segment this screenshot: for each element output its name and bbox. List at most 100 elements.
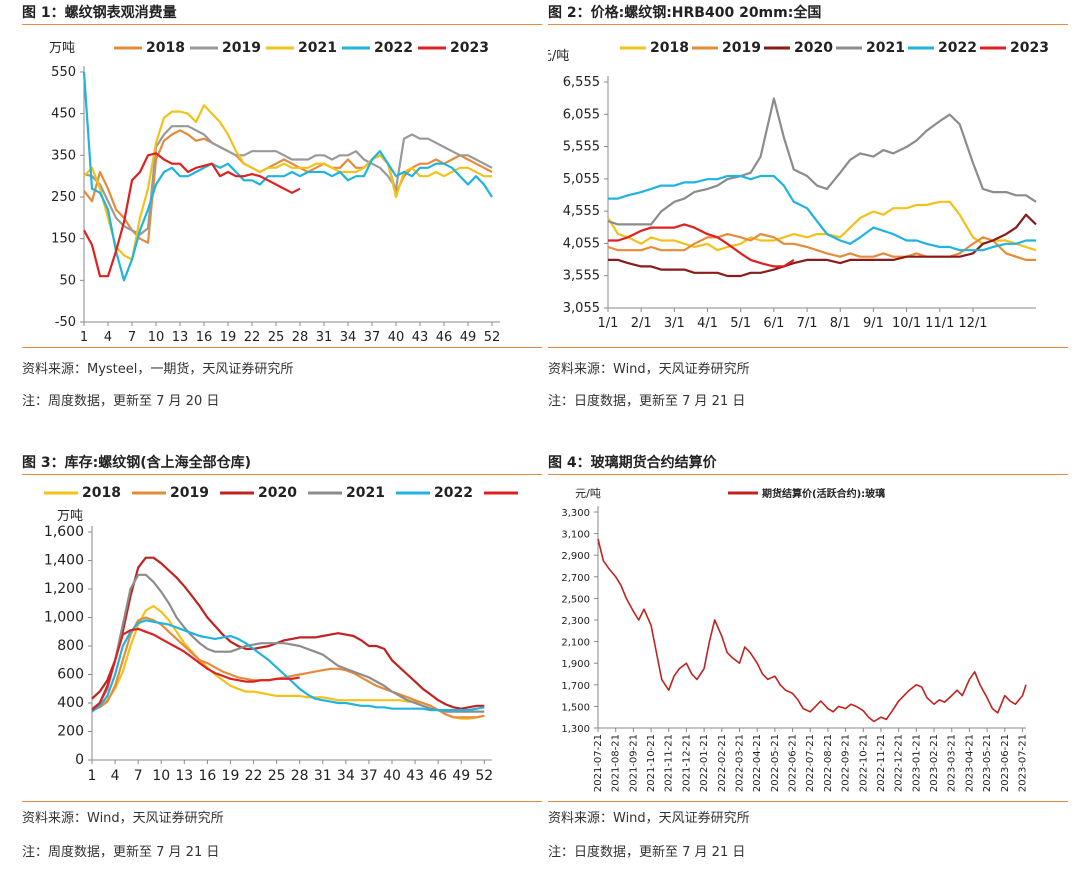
update-note: 注：周度数据，更新至 7 月 21 日 xyxy=(22,845,220,860)
x-tick-label: 2022-11-21 xyxy=(876,734,887,792)
legend-label: 2018 xyxy=(650,40,689,56)
x-tick-label: 28 xyxy=(292,330,309,344)
y-tick-label: 5,055 xyxy=(563,172,600,187)
x-tick-label: 2023-05-21 xyxy=(982,734,993,792)
x-tick-label: 2022-08-21 xyxy=(823,734,834,792)
legend-label: 2021 xyxy=(298,40,337,56)
chart-title: 图 2：价格:螺纹钢:HRB400 20mm:全国 xyxy=(548,5,822,21)
y-tick-label: 4,555 xyxy=(563,204,600,219)
x-tick-label: 2022-05-21 xyxy=(770,734,781,792)
x-tick-label: 2022-03-21 xyxy=(734,734,745,792)
y-tick-label: 800 xyxy=(57,638,84,654)
y-tick-label: 350 xyxy=(51,148,76,163)
y-tick-label: 550 xyxy=(51,65,76,80)
x-tick-label: 31 xyxy=(316,330,333,344)
series-line-2021 xyxy=(83,104,492,261)
x-tick-label: 52 xyxy=(475,768,493,784)
x-tick-label: 46 xyxy=(429,768,447,784)
x-tick-label: 10/1 xyxy=(892,316,921,331)
y-tick-label: 250 xyxy=(51,190,76,205)
x-tick-label: 40 xyxy=(383,768,401,784)
divider xyxy=(22,801,542,802)
x-tick-label: 34 xyxy=(337,768,355,784)
x-tick-label: 2023-03-21 xyxy=(947,734,958,792)
series-line-2018 xyxy=(607,200,1037,252)
y-tick-label: 1,600 xyxy=(44,524,84,540)
x-tick-label: 2022-10-21 xyxy=(858,734,869,792)
legend-label: 2019 xyxy=(222,40,261,56)
x-tick-label: 52 xyxy=(484,330,501,344)
x-tick-label: 2021-11-21 xyxy=(664,734,675,792)
x-tick-label: 19 xyxy=(220,330,237,344)
x-tick-label: 2021-09-21 xyxy=(628,734,639,792)
x-tick-label: 1/1 xyxy=(598,316,619,331)
x-tick-label: 4/1 xyxy=(697,316,718,331)
chart-title: 图 3：库存:螺纹钢(含上海全部仓库) xyxy=(22,455,252,471)
y-tick-label: 1,200 xyxy=(44,581,84,597)
chart-price: 3,055 3,555 4,055 4,555 5,055 5,555 6,055 6,555… xyxy=(548,40,1049,331)
series-line-期货结算价(活跃合约):玻璃 xyxy=(597,538,1027,723)
update-note: 注：周度数据，更新至 7 月 20 日 xyxy=(22,394,220,409)
x-tick-label: 40 xyxy=(388,330,405,344)
y-tick-label: 3,055 xyxy=(563,301,600,316)
x-tick-label: 2023-07-21 xyxy=(1017,734,1028,792)
x-tick-label: 2023-04-21 xyxy=(964,734,975,792)
source-note: 资料来源：Wind，天风证券研究所 xyxy=(548,362,750,377)
y-tick-label: 4,055 xyxy=(563,236,600,251)
x-tick-label: 31 xyxy=(314,768,332,784)
y-tick-label: 600 xyxy=(57,667,84,683)
unit-label: 元/吨 xyxy=(548,49,569,64)
panel-rebar-inventory: 图 3：库存:螺纹钢(含上海全部仓库) 0 200 400 600 800 1,000 1,… xyxy=(22,452,542,872)
legend-label: 2020 xyxy=(258,485,297,501)
x-tick-label: 2021-08-21 xyxy=(611,734,622,792)
x-tick-label: 46 xyxy=(436,330,453,344)
y-tick-label: 1,300 xyxy=(561,724,590,735)
series-line-2021 xyxy=(91,573,485,713)
divider xyxy=(548,474,1068,475)
legend-label: 2022 xyxy=(938,40,977,56)
divider xyxy=(548,347,1068,348)
x-tick-label: 22 xyxy=(245,768,263,784)
x-tick-label: 13 xyxy=(172,330,189,344)
x-tick-label: 16 xyxy=(198,768,216,784)
y-tick-label: 150 xyxy=(51,232,76,247)
x-tick-label: 8/1 xyxy=(830,316,851,331)
series-line-2020 xyxy=(91,556,485,710)
chart-consumption: -50 50 150 250 350 450 550 1 4 7 10 13 16 19 22 25 28 31 3… xyxy=(49,40,501,344)
series-line-2018 xyxy=(91,605,485,720)
legend-label: 2020 xyxy=(794,40,833,56)
y-tick-label: -50 xyxy=(55,315,76,330)
x-tick-label: 37 xyxy=(360,768,378,784)
y-tick-label: 2,900 xyxy=(561,551,590,562)
unit-label: 万吨 xyxy=(49,41,75,56)
x-tick-label: 49 xyxy=(452,768,470,784)
x-tick-label: 2022-07-21 xyxy=(805,734,816,792)
x-tick-label: 2022-04-21 xyxy=(752,734,763,792)
x-tick-label: 2022-06-21 xyxy=(788,734,799,792)
x-tick-label: 2023-02-21 xyxy=(929,734,940,792)
legend-label: 2018 xyxy=(82,485,121,501)
x-tick-label: 2021-07-21 xyxy=(593,734,604,792)
x-tick-label: 2022-09-21 xyxy=(841,734,852,792)
y-tick-label: 50 xyxy=(59,273,76,288)
x-tick-label: 2021-10-21 xyxy=(646,734,657,792)
x-tick-label: 49 xyxy=(460,330,477,344)
y-tick-label: 0 xyxy=(75,752,84,768)
x-tick-label: 7/1 xyxy=(797,316,818,331)
divider xyxy=(22,24,542,25)
x-tick-label: 2021-12-21 xyxy=(681,734,692,792)
series-line-2018 xyxy=(83,129,493,244)
panel-glass-futures: 图 4：玻璃期货合约结算价 1,300 1,500 1,700 1,900 2,100 2… xyxy=(548,452,1068,872)
series-line-2023 xyxy=(608,223,795,268)
panel-rebar-price: 图 2：价格:螺纹钢:HRB400 20mm:全国 3,055 3,555 4,05… xyxy=(548,2,1068,412)
x-tick-label: 1 xyxy=(88,768,97,784)
y-tick-label: 2,300 xyxy=(561,616,590,627)
x-tick-label: 2022-01-21 xyxy=(699,734,710,792)
legend-label: 2019 xyxy=(722,40,761,56)
y-tick-label: 3,555 xyxy=(563,269,600,284)
y-tick-label: 3,100 xyxy=(561,530,590,541)
x-tick-label: 16 xyxy=(196,330,213,344)
x-tick-label: 5/1 xyxy=(730,316,751,331)
x-tick-label: 2023-06-21 xyxy=(1000,734,1011,792)
y-tick-label: 1,500 xyxy=(561,702,590,713)
